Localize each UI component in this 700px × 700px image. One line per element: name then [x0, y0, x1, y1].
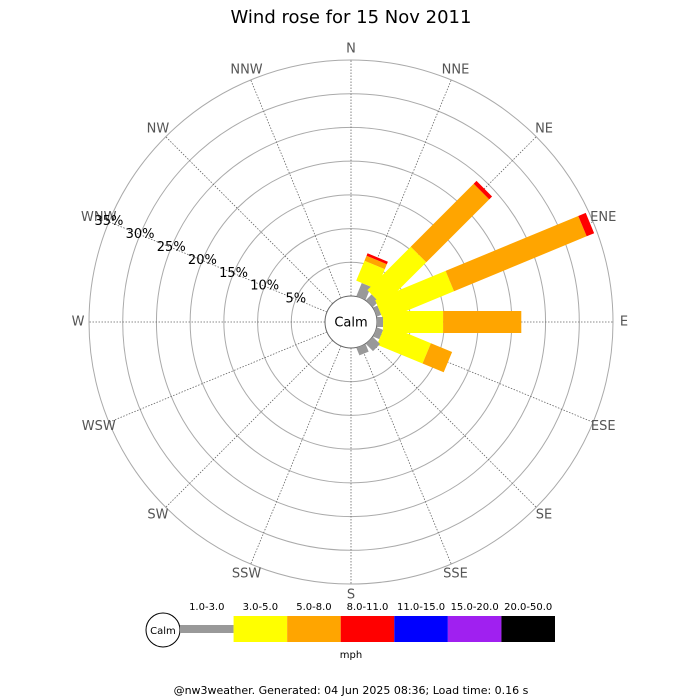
- legend-label: 8.0-11.0: [347, 602, 389, 613]
- direction-bars: [356, 344, 369, 356]
- direction-label: ENE: [590, 210, 616, 225]
- direction-label: WNW: [81, 210, 117, 225]
- bar-segment: [373, 327, 384, 340]
- direction-label: ESE: [591, 419, 616, 434]
- ring-label: 35%: [94, 214, 123, 229]
- direction-label: S: [347, 588, 355, 603]
- direction-label: SSW: [232, 567, 262, 582]
- bar-segment: [383, 311, 444, 333]
- bar-segment: [422, 343, 453, 373]
- bar-segment: [410, 183, 490, 263]
- direction-label: NE: [535, 121, 553, 136]
- direction-label: NNE: [442, 62, 470, 77]
- direction-bars: [373, 212, 595, 321]
- legend-label: 3.0-5.0: [243, 602, 278, 613]
- legend-swatch: [340, 616, 395, 642]
- spoke: [250, 345, 342, 565]
- direction-label: SE: [536, 508, 552, 523]
- legend-swatch: [447, 616, 502, 642]
- direction-bars: [377, 311, 522, 333]
- legend-unit: mph: [340, 650, 362, 661]
- direction-label: SSE: [443, 567, 468, 582]
- direction-label: E: [620, 315, 628, 330]
- ring-label: 30%: [126, 227, 155, 242]
- legend-swatch: [233, 616, 288, 642]
- bar-segment: [578, 212, 595, 237]
- direction-label: SW: [147, 508, 168, 523]
- bar-segment: [473, 180, 493, 200]
- chart-title: Wind rose for 15 Nov 2011: [231, 7, 472, 28]
- ring-label: 10%: [250, 279, 279, 294]
- direction-label: N: [346, 42, 356, 57]
- calm-label: Calm: [334, 316, 367, 331]
- legend-swatch: [180, 625, 234, 633]
- spoke: [165, 136, 333, 304]
- bar-segment: [443, 311, 522, 333]
- bar-segment: [364, 255, 387, 270]
- direction-label: NW: [147, 121, 170, 136]
- legend-label: 5.0-8.0: [296, 602, 331, 613]
- spoke: [369, 340, 537, 508]
- bar-segment: [373, 305, 382, 317]
- legend-calm-label: Calm: [150, 626, 176, 637]
- direction-bars: [365, 180, 493, 308]
- legend-swatch: [287, 616, 341, 642]
- legend-label: 11.0-15.0: [397, 602, 445, 613]
- bar-segment: [377, 324, 431, 364]
- ring-label: 20%: [188, 253, 217, 268]
- direction-bars: [373, 324, 453, 373]
- direction-bars: [365, 336, 381, 352]
- legend-label: 20.0-50.0: [504, 602, 552, 613]
- ring-label: 15%: [219, 266, 248, 281]
- bar-segment: [367, 246, 427, 306]
- direction-label: W: [72, 315, 85, 330]
- bar-segment: [356, 344, 369, 356]
- bar-segment: [356, 282, 371, 300]
- bar-segment: [377, 317, 384, 327]
- spoke: [250, 79, 342, 299]
- spoke: [108, 331, 328, 423]
- legend-swatch: [394, 616, 448, 642]
- direction-label: WSW: [82, 419, 116, 434]
- direction-label: NNW: [230, 62, 262, 77]
- calm-circle: [324, 295, 378, 349]
- bar-segment: [375, 270, 454, 321]
- footer: @nw3weather. Generated: 04 Jun 2025 08:3…: [174, 684, 529, 697]
- spoke: [108, 221, 328, 313]
- bar-segment: [366, 253, 388, 265]
- bar-segment: [365, 336, 381, 352]
- legend-swatch: [501, 616, 555, 642]
- spoke: [165, 340, 333, 508]
- legend-label: 1.0-3.0: [189, 602, 224, 613]
- direction-bars: [356, 253, 388, 300]
- spoke: [360, 345, 452, 565]
- bar-segment: [365, 294, 379, 308]
- bar-segment: [445, 215, 587, 292]
- legend-label: 15.0-20.0: [451, 602, 499, 613]
- ring-label: 5%: [286, 292, 307, 307]
- ring: [88, 59, 614, 585]
- ring-label: 25%: [157, 240, 186, 255]
